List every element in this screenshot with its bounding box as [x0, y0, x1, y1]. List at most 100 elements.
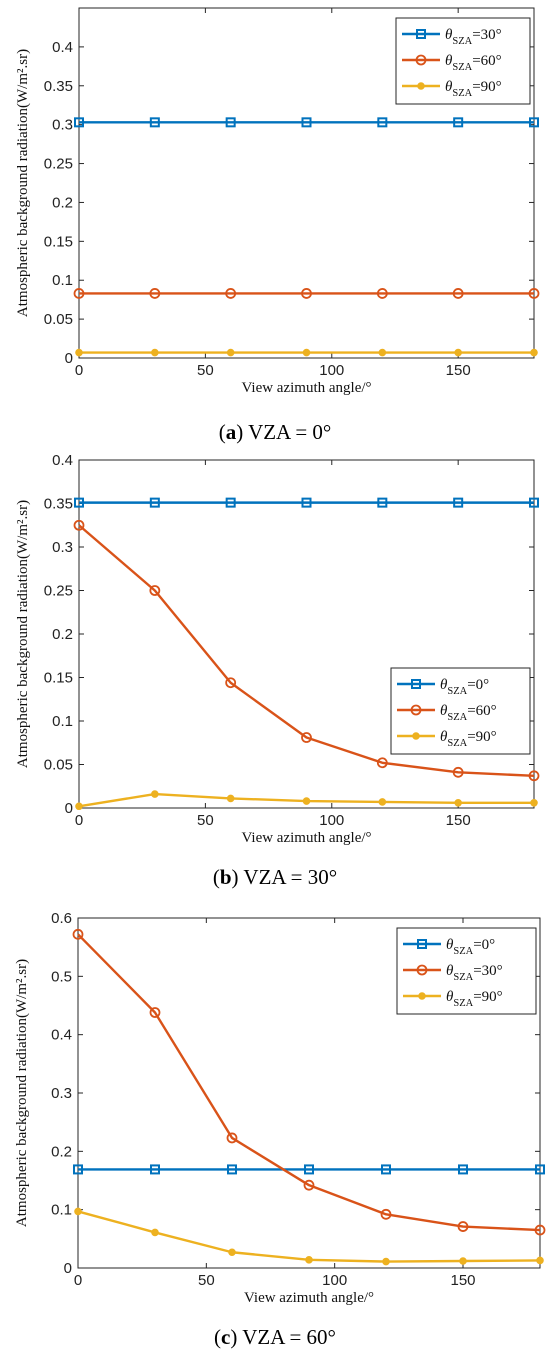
chart-b: 0 50 100 150 0 0.05 0.1 0.15 0.2 0.25 0.3 0.35 0.4 Vi… [15, 452, 540, 846]
x-tick-label: 100 [319, 362, 344, 379]
data-point [376, 288, 388, 299]
data-point [74, 117, 84, 128]
x-tick-label: 50 [197, 362, 214, 379]
caption-text-a: VZA = 0° [248, 420, 332, 444]
legend-entry: θSZA=60° [445, 53, 502, 73]
legend-theta: θ [440, 677, 448, 693]
series-line [77, 933, 541, 1232]
data-point [226, 348, 235, 357]
x-tick-label: 50 [198, 1272, 215, 1289]
x-tick-label: 50 [197, 812, 214, 829]
legend-theta: θ [446, 963, 454, 979]
legend-value: =90° [473, 989, 502, 1005]
legend-value: =90° [472, 79, 501, 95]
data-point [305, 1256, 313, 1264]
legend-entry: θSZA=90° [440, 729, 497, 749]
data-point [72, 928, 84, 940]
series-1 [73, 288, 540, 299]
legend: θSZA=0°θSZA=60°θSZA=90° [390, 667, 531, 755]
data-point [454, 348, 462, 357]
series-2 [74, 1207, 544, 1266]
data-point [301, 732, 312, 743]
x-tick-label: 150 [446, 812, 471, 829]
y-tick-label: 0.15 [44, 670, 73, 687]
y-axis-label: Atmospheric background radiation(W/m².sr… [14, 959, 30, 1227]
data-point [151, 348, 159, 357]
data-point [381, 1164, 391, 1175]
data-point [75, 802, 83, 811]
caption-b: (b) VZA = 30° [212, 865, 338, 889]
data-point [453, 497, 464, 508]
data-point [151, 790, 159, 798]
x-axis-label: View azimuth angle/° [244, 1290, 374, 1306]
legend-marker [411, 679, 421, 689]
data-point [149, 117, 160, 128]
data-point [225, 497, 236, 508]
y-tick-label: 0.2 [52, 194, 73, 211]
y-tick-label: 0.35 [44, 496, 73, 513]
data-point [225, 117, 236, 128]
data-point [149, 1007, 161, 1018]
data-point [225, 677, 237, 689]
data-point [452, 288, 464, 299]
data-point [534, 1224, 546, 1236]
data-point [301, 117, 312, 128]
data-point [458, 1164, 468, 1175]
legend-sub: SZA [447, 712, 467, 723]
x-tick-label: 100 [322, 1272, 347, 1289]
caption-letter-c: c [221, 1325, 231, 1349]
legend-entry: θSZA=0° [440, 677, 489, 697]
y-tick-label: 0.4 [52, 452, 73, 469]
y-tick-label: 0.4 [52, 39, 73, 56]
y-tick-label: 0.25 [44, 583, 73, 600]
y-tick-label: 0.1 [51, 1202, 72, 1219]
data-point [227, 1164, 237, 1175]
data-point [73, 1164, 83, 1175]
data-point [150, 1164, 160, 1175]
data-point [536, 1256, 544, 1265]
data-point [528, 770, 540, 782]
legend-theta: θ [446, 989, 454, 1005]
data-point [529, 497, 539, 508]
legend-entry: θSZA=30° [445, 27, 502, 47]
data-point [302, 797, 311, 805]
data-point [303, 1179, 315, 1191]
y-tick-label: 0 [65, 350, 73, 367]
y-tick-label: 0.3 [52, 117, 73, 134]
x-tick-label: 0 [75, 362, 83, 379]
plot-area [78, 459, 535, 809]
x-axis-label: View azimuth angle/° [241, 380, 371, 396]
legend-sub: SZA [452, 36, 472, 47]
legend-sub: SZA [453, 998, 473, 1009]
legend-value: =90° [467, 729, 496, 745]
series-0 [73, 1164, 545, 1175]
legend-entry: θSZA=90° [446, 989, 503, 1009]
data-point [530, 798, 538, 807]
data-point [149, 497, 160, 508]
legend-value: =30° [472, 27, 501, 43]
data-point [453, 117, 464, 128]
legend-sub: SZA [452, 88, 472, 99]
caption-letter-a: a [225, 420, 237, 444]
data-point [302, 348, 311, 357]
legend-marker [416, 29, 426, 39]
x-tick-label: 0 [75, 812, 83, 829]
x-tick-label: 150 [446, 362, 471, 379]
data-point [382, 1257, 390, 1266]
x-axis-label: View azimuth angle/° [241, 830, 371, 846]
data-point [228, 1248, 236, 1257]
data-point [73, 288, 85, 299]
caption-text-c: VZA = 60° [242, 1325, 336, 1349]
y-tick-label: 0.05 [44, 757, 73, 774]
data-point [73, 519, 85, 531]
series-2 [75, 790, 538, 811]
legend-value: =30° [473, 963, 502, 979]
data-point [530, 348, 538, 357]
legend-entry: θSZA=0° [446, 937, 495, 957]
y-tick-label: 0.1 [52, 713, 73, 730]
legend-sub: SZA [453, 972, 473, 983]
x-tick-label: 150 [450, 1272, 475, 1289]
data-point [378, 348, 387, 357]
series-1 [73, 519, 540, 782]
legend-marker [415, 54, 427, 66]
